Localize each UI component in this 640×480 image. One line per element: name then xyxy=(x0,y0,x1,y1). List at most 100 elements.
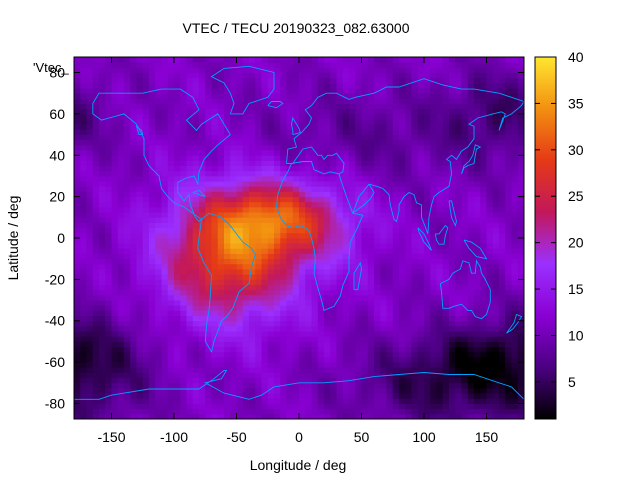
heatmap-cell xyxy=(192,269,200,275)
heatmap-cell xyxy=(211,351,219,358)
heatmap-cell xyxy=(436,300,444,306)
heatmap-cell xyxy=(499,72,506,79)
heatmap-cell xyxy=(417,279,425,285)
heatmap-cell xyxy=(317,155,325,161)
heatmap-cell xyxy=(505,310,512,316)
heatmap-cell xyxy=(199,294,206,301)
heatmap-cell xyxy=(317,413,325,419)
heatmap-cell xyxy=(374,201,381,208)
heatmap-cell xyxy=(330,305,337,311)
heatmap-cell xyxy=(361,134,369,141)
heatmap-cell xyxy=(392,108,400,115)
heatmap-cell xyxy=(317,181,325,187)
heatmap-cell xyxy=(111,289,119,296)
heatmap-cell xyxy=(330,336,337,342)
heatmap-cell xyxy=(155,258,162,265)
heatmap-cell xyxy=(367,300,375,306)
heatmap-cell xyxy=(242,155,250,161)
heatmap-cell xyxy=(74,269,81,275)
heatmap-cell xyxy=(380,403,387,410)
heatmap-cell xyxy=(480,57,487,63)
heatmap-cell xyxy=(217,258,225,265)
heatmap-cell xyxy=(186,341,194,347)
heatmap-cell xyxy=(180,346,187,353)
heatmap-cell xyxy=(299,403,306,410)
heatmap-cell xyxy=(511,372,519,379)
heatmap-cell xyxy=(180,248,187,254)
heatmap-cell xyxy=(242,331,250,337)
heatmap-cell xyxy=(80,103,87,110)
heatmap-cell xyxy=(142,248,150,254)
heatmap-cell xyxy=(174,57,181,63)
heatmap-cell xyxy=(386,331,394,337)
heatmap-cell xyxy=(292,206,300,213)
heatmap-cell xyxy=(236,413,244,419)
heatmap-cell xyxy=(205,62,212,68)
heatmap-cell xyxy=(292,305,300,311)
heatmap-cell xyxy=(186,367,194,373)
heatmap-cell xyxy=(292,263,300,270)
heatmap-cell xyxy=(280,398,287,404)
heatmap-cell xyxy=(461,206,469,213)
heatmap-cell xyxy=(505,129,512,135)
heatmap-cell xyxy=(455,315,462,322)
heatmap-cell xyxy=(436,294,444,301)
heatmap-cell xyxy=(374,387,381,394)
heatmap-cell xyxy=(499,93,506,99)
heatmap-cell xyxy=(267,196,275,203)
heatmap-cell xyxy=(299,227,306,234)
heatmap-cell xyxy=(486,310,494,316)
heatmap-cell xyxy=(449,98,456,104)
heatmap-cell xyxy=(299,77,306,84)
heatmap-cell xyxy=(105,351,112,358)
heatmap-cell xyxy=(480,356,487,363)
heatmap-cell xyxy=(411,217,419,223)
heatmap-cell xyxy=(174,119,181,125)
heatmap-cell xyxy=(467,320,475,327)
heatmap-cell xyxy=(430,155,437,161)
heatmap-cell xyxy=(349,72,356,79)
heatmap-cell xyxy=(217,186,225,192)
heatmap-cell xyxy=(374,108,381,115)
heatmap-cell xyxy=(236,77,244,84)
heatmap-cell xyxy=(455,387,462,394)
heatmap-cell xyxy=(136,248,144,254)
heatmap-cell xyxy=(242,253,250,260)
heatmap-cell xyxy=(136,362,144,368)
heatmap-cell xyxy=(392,155,400,161)
heatmap-cell xyxy=(111,57,119,63)
heatmap-cell xyxy=(317,315,325,322)
heatmap-cell xyxy=(349,124,356,130)
heatmap-cell xyxy=(305,150,312,156)
heatmap-cell xyxy=(286,72,294,79)
heatmap-cell xyxy=(117,72,125,79)
heatmap-cell xyxy=(255,67,262,73)
heatmap-cell xyxy=(467,367,475,373)
heatmap-cell xyxy=(74,320,81,327)
heatmap-cell xyxy=(267,279,275,285)
heatmap-cell xyxy=(149,367,156,373)
heatmap-cell xyxy=(492,331,500,337)
heatmap-cell xyxy=(367,393,375,399)
heatmap-cell xyxy=(255,305,262,311)
heatmap-cell xyxy=(99,93,106,99)
heatmap-cell xyxy=(499,320,506,327)
heatmap-cell xyxy=(80,196,87,203)
heatmap-cell xyxy=(230,222,237,229)
heatmap-cell xyxy=(249,387,256,394)
heatmap-cell xyxy=(167,320,175,327)
heatmap-cell xyxy=(430,150,437,156)
heatmap-cell xyxy=(117,356,125,363)
heatmap-cell xyxy=(274,160,281,166)
heatmap-cell xyxy=(361,238,369,244)
heatmap-cell xyxy=(99,258,106,265)
heatmap-cell xyxy=(124,269,131,275)
heatmap-cell xyxy=(511,248,519,254)
heatmap-cell xyxy=(511,129,519,135)
heatmap-cell xyxy=(330,134,337,141)
heatmap-cell xyxy=(411,372,419,379)
heatmap-cell xyxy=(405,222,412,229)
heatmap-cell xyxy=(130,305,137,311)
heatmap-cell xyxy=(430,408,437,415)
heatmap-cell xyxy=(230,67,237,73)
